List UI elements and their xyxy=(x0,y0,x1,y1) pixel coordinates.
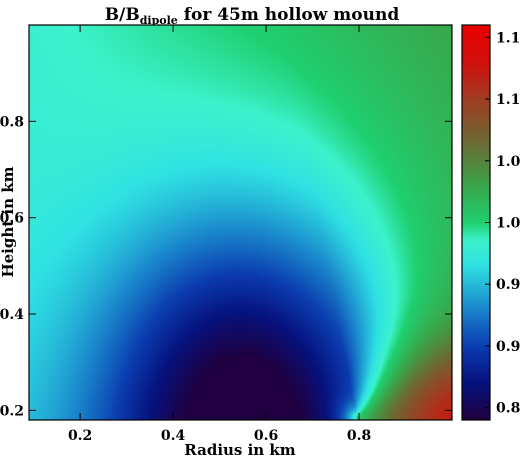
colorbar-tick-label: 0.85 xyxy=(496,401,520,417)
colorbar-tick-label: 1.15 xyxy=(496,30,520,46)
y-axis-ticks: 0.2 0.4 0.6 0.8 xyxy=(0,114,452,419)
y-tick-label: 0.8 xyxy=(0,114,24,130)
colorbar-tick-label: 0.95 xyxy=(496,277,520,293)
x-tick-label: 0.8 xyxy=(347,428,371,444)
chart-title-main: B/B xyxy=(105,5,140,25)
heatmap-canvas xyxy=(29,25,452,420)
colorbar: 0.85 0.90 0.95 1.00 1.05 1.10 1.15 xyxy=(461,24,520,421)
x-tick-label: 0.2 xyxy=(68,428,92,444)
y-tick-label: 0.6 xyxy=(0,211,24,227)
colorbar-tick-label: 0.90 xyxy=(496,339,520,355)
y-tick-label: 0.4 xyxy=(0,307,24,323)
y-tick-label: 0.2 xyxy=(0,403,24,419)
plot-area: 0.2 0.4 0.6 0.8 0.2 0.4 0.6 0.8 xyxy=(0,24,453,444)
chart-title-rest: for 45m hollow mound xyxy=(178,5,400,25)
chart-title-subscript: dipole xyxy=(140,14,178,27)
plot-frame xyxy=(28,24,453,421)
colorbar-tick-label: 1.00 xyxy=(496,216,520,232)
x-tick-label: 0.4 xyxy=(161,428,186,444)
colorbar-tick-label: 1.05 xyxy=(496,154,520,170)
x-axis-label: Radius in km xyxy=(184,441,296,459)
colorbar-tick-label: 1.10 xyxy=(496,92,520,108)
chart-title: B/Bdipole for 45m hollow mound xyxy=(105,5,400,27)
colorbar-ticks: 0.85 0.90 0.95 1.00 1.05 1.10 1.15 xyxy=(485,30,520,417)
x-axis-ticks: 0.2 0.4 0.6 0.8 xyxy=(68,25,371,444)
x-tick-label: 0.6 xyxy=(254,428,278,444)
heatmap-foreign xyxy=(29,25,452,420)
y-axis-label: Height in km xyxy=(0,166,17,277)
